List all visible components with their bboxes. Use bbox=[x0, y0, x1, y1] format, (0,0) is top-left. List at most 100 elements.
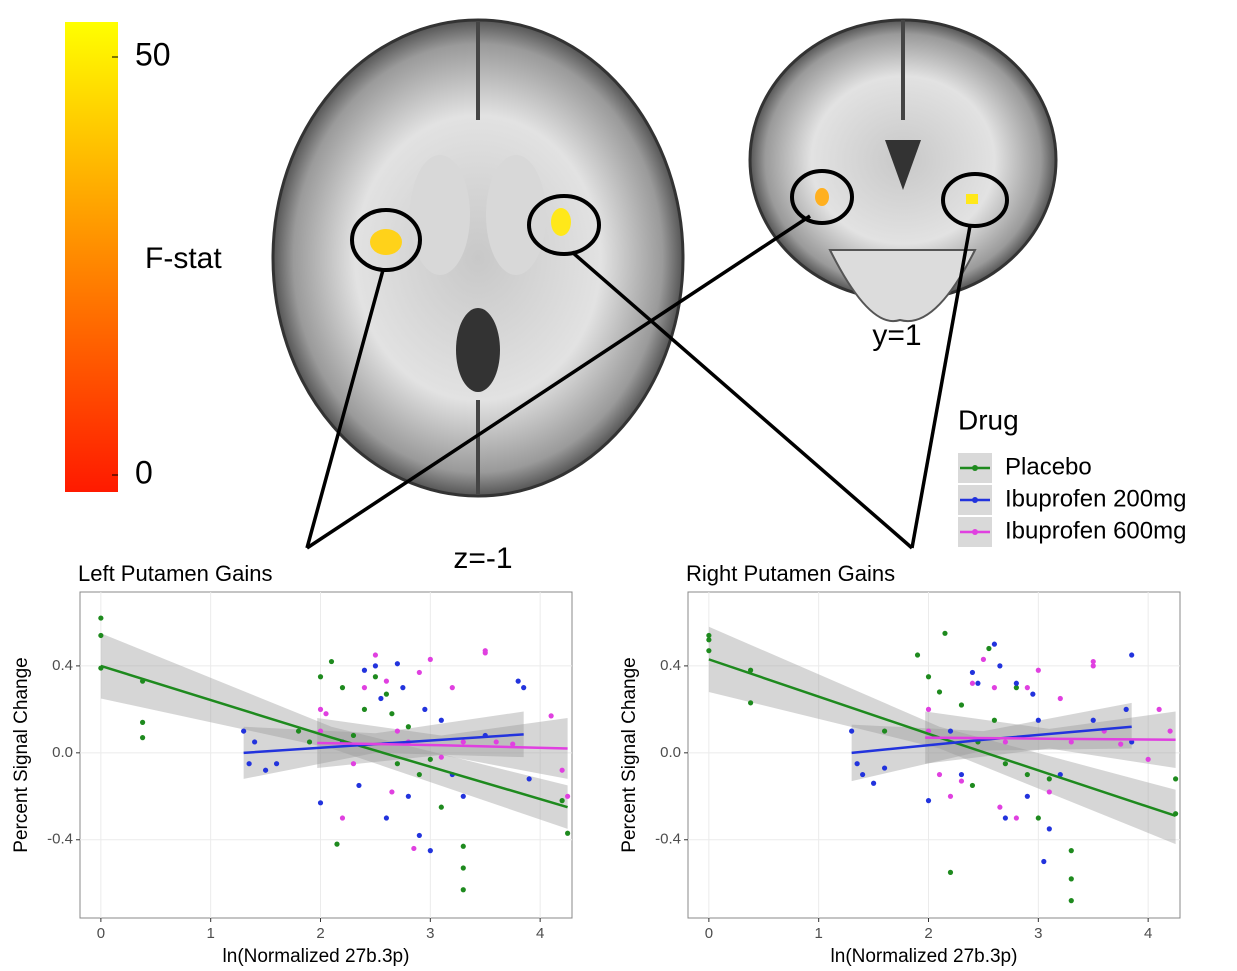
data-point bbox=[362, 685, 367, 690]
legend-point bbox=[972, 497, 978, 503]
data-point bbox=[565, 831, 570, 836]
legend-title: Drug bbox=[958, 404, 1019, 435]
y-tick-label: -0.4 bbox=[655, 831, 681, 848]
data-point bbox=[340, 685, 345, 690]
data-point bbox=[340, 815, 345, 820]
data-point bbox=[855, 761, 860, 766]
data-point bbox=[1025, 772, 1030, 777]
data-point bbox=[461, 844, 466, 849]
x-tick-label: 4 bbox=[536, 925, 544, 942]
data-point bbox=[959, 702, 964, 707]
chart-title: Right Putamen Gains bbox=[686, 561, 895, 586]
colorbar-label: 0 bbox=[135, 454, 153, 490]
data-point bbox=[937, 772, 942, 777]
data-point bbox=[992, 718, 997, 723]
y-tick-label: 0.4 bbox=[52, 657, 73, 674]
data-point bbox=[247, 761, 252, 766]
data-point bbox=[1069, 876, 1074, 881]
y-tick-label: 0.4 bbox=[660, 657, 681, 674]
slice-label: y=1 bbox=[872, 319, 921, 352]
data-point bbox=[373, 663, 378, 668]
data-point bbox=[975, 681, 980, 686]
data-point bbox=[395, 761, 400, 766]
data-point bbox=[494, 739, 499, 744]
data-point bbox=[241, 728, 246, 733]
data-point bbox=[706, 648, 711, 653]
x-axis-label: ln(Normalized 27b.3p) bbox=[831, 946, 1018, 967]
data-point bbox=[959, 772, 964, 777]
data-point bbox=[926, 798, 931, 803]
data-point bbox=[329, 659, 334, 664]
axial-brain-image bbox=[273, 20, 683, 496]
data-point bbox=[98, 615, 103, 620]
data-point bbox=[384, 692, 389, 697]
data-point bbox=[1036, 815, 1041, 820]
data-point bbox=[748, 700, 753, 705]
data-point bbox=[417, 772, 422, 777]
data-point bbox=[1041, 859, 1046, 864]
data-point bbox=[334, 842, 339, 847]
data-point bbox=[373, 652, 378, 657]
data-point bbox=[549, 713, 554, 718]
data-point bbox=[1025, 794, 1030, 799]
data-point bbox=[521, 685, 526, 690]
data-point bbox=[1058, 696, 1063, 701]
data-point bbox=[98, 633, 103, 638]
data-point bbox=[1168, 728, 1173, 733]
x-tick-label: 3 bbox=[1034, 925, 1042, 942]
data-point bbox=[860, 772, 865, 777]
data-point bbox=[395, 728, 400, 733]
data-point bbox=[483, 650, 488, 655]
colorbar-title: F-stat bbox=[145, 242, 222, 275]
data-point bbox=[970, 681, 975, 686]
data-point bbox=[323, 711, 328, 716]
data-point bbox=[882, 765, 887, 770]
data-point bbox=[384, 815, 389, 820]
slice-label: z=-1 bbox=[453, 542, 512, 575]
data-point bbox=[1047, 826, 1052, 831]
data-point bbox=[351, 733, 356, 738]
data-point bbox=[948, 728, 953, 733]
data-point bbox=[296, 728, 301, 733]
data-point bbox=[378, 696, 383, 701]
data-point bbox=[565, 794, 570, 799]
data-point bbox=[527, 776, 532, 781]
y-axis-label: Percent Signal Change bbox=[11, 657, 32, 852]
data-point bbox=[362, 707, 367, 712]
data-point bbox=[461, 865, 466, 870]
data-point bbox=[140, 735, 145, 740]
data-point bbox=[417, 833, 422, 838]
data-point bbox=[1003, 761, 1008, 766]
data-point bbox=[422, 707, 427, 712]
data-point bbox=[1030, 692, 1035, 697]
data-point bbox=[389, 789, 394, 794]
data-point bbox=[406, 794, 411, 799]
data-point bbox=[986, 646, 991, 651]
data-point bbox=[1036, 718, 1041, 723]
figure: F-stat z=-1 y=1 Drug 050Left Putamen Gai… bbox=[0, 0, 1237, 971]
data-point bbox=[560, 768, 565, 773]
legend-point bbox=[972, 465, 978, 471]
x-tick-label: 1 bbox=[815, 925, 823, 942]
data-point bbox=[1118, 742, 1123, 747]
data-point bbox=[450, 685, 455, 690]
y-axis-label: Percent Signal Change bbox=[619, 657, 640, 852]
y-tick-label: 0.0 bbox=[52, 744, 73, 761]
data-point bbox=[970, 783, 975, 788]
data-point bbox=[1014, 681, 1019, 686]
x-tick-label: 1 bbox=[207, 925, 215, 942]
data-point bbox=[1129, 652, 1134, 657]
data-point bbox=[1014, 815, 1019, 820]
data-point bbox=[318, 674, 323, 679]
data-point bbox=[1157, 707, 1162, 712]
data-point bbox=[373, 674, 378, 679]
data-point bbox=[1025, 685, 1030, 690]
data-point bbox=[439, 805, 444, 810]
data-point bbox=[516, 679, 521, 684]
legend-point bbox=[972, 529, 978, 535]
x-tick-label: 3 bbox=[426, 925, 434, 942]
y-tick-label: 0.0 bbox=[660, 744, 681, 761]
data-point bbox=[997, 805, 1002, 810]
data-point bbox=[1003, 815, 1008, 820]
data-point bbox=[1091, 663, 1096, 668]
